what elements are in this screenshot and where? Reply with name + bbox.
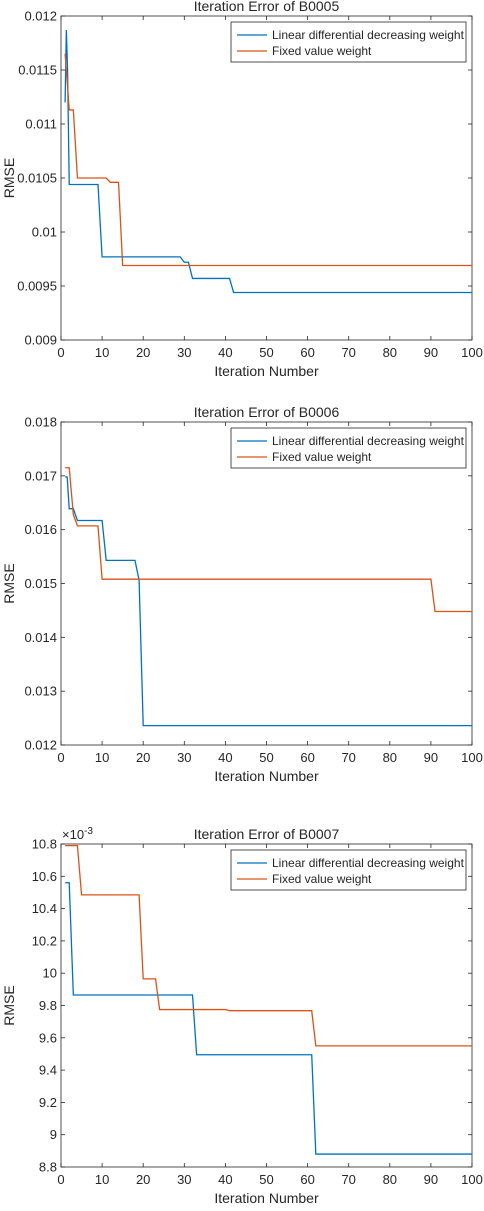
y-exponent-label: ×10-3: [62, 826, 93, 842]
chart-title: Iteration Error of B0005: [194, 0, 340, 14]
legend-label-2: Fixed value weight: [272, 44, 372, 58]
x-axis-label: Iteration Number: [214, 1190, 319, 1206]
plot-area: [60, 843, 473, 1168]
y-tick-label: 0.013: [24, 684, 57, 699]
x-tick-label: 30: [177, 345, 191, 360]
x-tick-label: 80: [383, 750, 397, 765]
x-tick-label: 70: [341, 345, 355, 360]
series-line-2: [65, 467, 472, 613]
y-axis-label: RMSE: [1, 985, 17, 1025]
x-axis-label: Iteration Number: [214, 363, 319, 379]
chart-title: Iteration Error of B0007: [194, 826, 340, 842]
y-tick-label: 0.012: [24, 9, 57, 24]
x-tick-label: 60: [300, 750, 314, 765]
x-tick-label: 40: [218, 345, 232, 360]
legend-box: [230, 427, 467, 469]
legend-label-2: Fixed value weight: [272, 450, 372, 464]
x-tick-label: 70: [341, 1172, 355, 1187]
x-tick-label: 50: [259, 750, 273, 765]
x-tick-label: 0: [57, 345, 64, 360]
plot-area: [60, 421, 473, 746]
series-line-1: [65, 882, 472, 1155]
x-tick-label: 100: [461, 750, 483, 765]
x-tick-label: 100: [461, 1172, 483, 1187]
x-tick-label: 80: [383, 1172, 397, 1187]
x-tick-label: 60: [300, 1172, 314, 1187]
x-axis-label: Iteration Number: [214, 768, 319, 784]
chart-panel-3: 0 10 20 30 40 50 60 70 80 90 100 8.8 9 9.2 9.4 9.6 9.8 10…: [1, 826, 483, 1206]
x-tick-label: 80: [383, 345, 397, 360]
y-tick-label: 0.015: [24, 576, 57, 591]
y-tick-label: 0.016: [24, 522, 57, 537]
y-tick-label: 0.01: [32, 225, 57, 240]
x-tick-label: 50: [259, 1172, 273, 1187]
series-line-2: [64, 53, 472, 267]
y-tick-label: 0.0095: [17, 279, 57, 294]
y-tick-label: 0.009: [24, 333, 57, 348]
y-exponent-base: ×10: [62, 827, 84, 842]
y-tick-label: 9.2: [39, 1095, 57, 1110]
y-tick-label: 0.012: [24, 738, 57, 753]
x-tick-label: 10: [95, 1172, 109, 1187]
y-tick-label: 10.2: [32, 933, 57, 948]
y-tick-label: 9.8: [39, 998, 57, 1013]
x-tick-label: 10: [95, 750, 109, 765]
legend-label-1: Linear differential decreasing weight: [272, 856, 465, 870]
x-tick-label: 40: [218, 1172, 232, 1187]
y-tick-label: 0.011: [25, 117, 57, 132]
legend: Linear differential decreasing weight Fix…: [230, 21, 467, 63]
y-tick-label: 0.014: [24, 630, 57, 645]
y-tick-label: 9.6: [39, 1030, 57, 1045]
y-tick-label: 10.6: [32, 869, 57, 884]
x-tick-label: 100: [461, 345, 483, 360]
legend-label-1: Linear differential decreasing weight: [272, 28, 465, 42]
y-axis-label: RMSE: [1, 563, 17, 603]
y-tick-label: 9.4: [39, 1063, 57, 1078]
x-tick-label: 30: [177, 1172, 191, 1187]
y-tick-label: 10: [43, 966, 57, 981]
x-tick-label: 20: [136, 750, 150, 765]
plot-area: [60, 15, 473, 341]
y-tick-label: 8.8: [39, 1160, 57, 1175]
series-line-2: [65, 844, 472, 1047]
x-tick-label: 60: [300, 345, 314, 360]
legend-box: [230, 849, 467, 891]
x-tick-label: 30: [177, 750, 191, 765]
chart-panel-1: 0 10 20 30 40 50 60 70 80 90 100 0.009 0.0095 0.01 0.0…: [1, 0, 483, 379]
y-exponent-power: -3: [84, 826, 93, 837]
y-tick-label: 10.8: [32, 837, 57, 852]
series-line-1: [64, 30, 472, 294]
y-tick-label: 0.0115: [18, 63, 57, 78]
x-tick-label: 40: [218, 750, 232, 765]
y-axis-label: RMSE: [1, 158, 17, 198]
y-tick-label: 0.017: [24, 468, 57, 483]
legend: Linear differential decreasing weight Fix…: [230, 427, 467, 469]
x-tick-label: 0: [57, 1172, 64, 1187]
x-tick-label: 20: [136, 1172, 150, 1187]
y-tick-label: 10.4: [32, 901, 57, 916]
x-tick-label: 90: [424, 1172, 438, 1187]
chart-panel-2: 0 10 20 30 40 50 60 70 80 90 100 0.012 0.013 0.014 0.0…: [1, 404, 483, 784]
legend-label-2: Fixed value weight: [272, 872, 372, 886]
x-tick-label: 90: [424, 750, 438, 765]
chart-title: Iteration Error of B0006: [194, 404, 340, 420]
legend: Linear differential decreasing weight Fix…: [230, 849, 467, 891]
legend-label-1: Linear differential decreasing weight: [272, 434, 465, 448]
x-tick-label: 90: [424, 345, 438, 360]
y-tick-label: 0.0105: [17, 171, 57, 186]
series-line-1: [65, 476, 472, 727]
x-tick-label: 10: [95, 345, 109, 360]
x-tick-label: 70: [341, 750, 355, 765]
y-tick-label: 9: [50, 1127, 57, 1142]
x-tick-label: 50: [259, 345, 273, 360]
y-tick-label: 0.018: [24, 415, 57, 430]
legend-box: [230, 21, 467, 63]
x-tick-label: 0: [57, 750, 64, 765]
x-tick-label: 20: [136, 345, 150, 360]
